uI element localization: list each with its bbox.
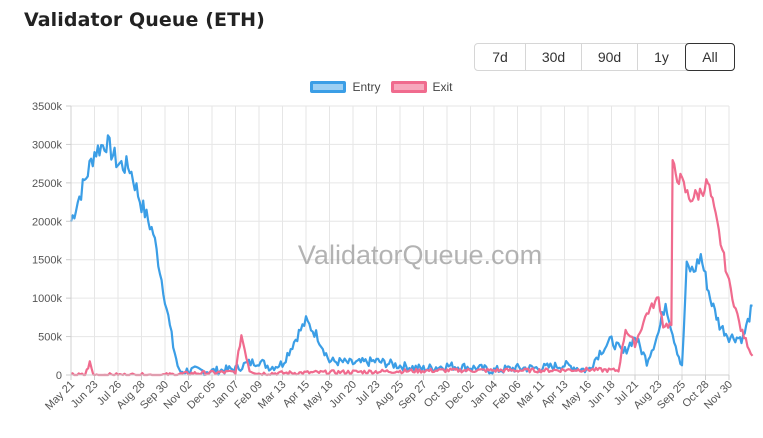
legend-exit-label: Exit — [432, 80, 453, 94]
y-tick-label: 1500k — [32, 255, 62, 267]
range-button-all[interactable]: All — [685, 43, 735, 71]
x-tick-label: Jun 18 — [586, 379, 618, 411]
range-button-7d[interactable]: 7d — [475, 44, 525, 70]
y-tick-label: 3500k — [32, 101, 62, 113]
legend-exit-swatch — [390, 81, 427, 93]
legend-entry-swatch — [310, 81, 347, 93]
page-title: Validator Queue (ETH) — [24, 9, 265, 31]
y-tick-label: 500k — [38, 332, 62, 344]
legend-exit[interactable]: Exit — [390, 80, 453, 94]
range-button-1y[interactable]: 1y — [637, 44, 685, 70]
time-range-selector: 7d 30d 90d 1y All — [474, 43, 735, 71]
x-tick-label: Jun 23 — [69, 379, 101, 411]
chart-legend: Entry Exit — [0, 80, 763, 94]
watermark-text: ValidatorQueue.com — [298, 240, 542, 270]
y-tick-label: 3000k — [32, 139, 62, 151]
x-tick-label: May 21 — [43, 379, 77, 413]
y-tick-label: 2500k — [32, 178, 62, 190]
range-button-30d[interactable]: 30d — [525, 44, 581, 70]
exit-series-line — [70, 159, 754, 377]
legend-entry-label: Entry — [352, 80, 381, 94]
y-tick-label: 0 — [56, 370, 62, 382]
x-tick-label: Jun 20 — [327, 379, 359, 411]
range-button-90d[interactable]: 90d — [581, 44, 637, 70]
y-tick-label: 1000k — [32, 293, 62, 305]
y-tick-label: 2000k — [32, 216, 62, 228]
legend-entry[interactable]: Entry — [310, 80, 381, 94]
